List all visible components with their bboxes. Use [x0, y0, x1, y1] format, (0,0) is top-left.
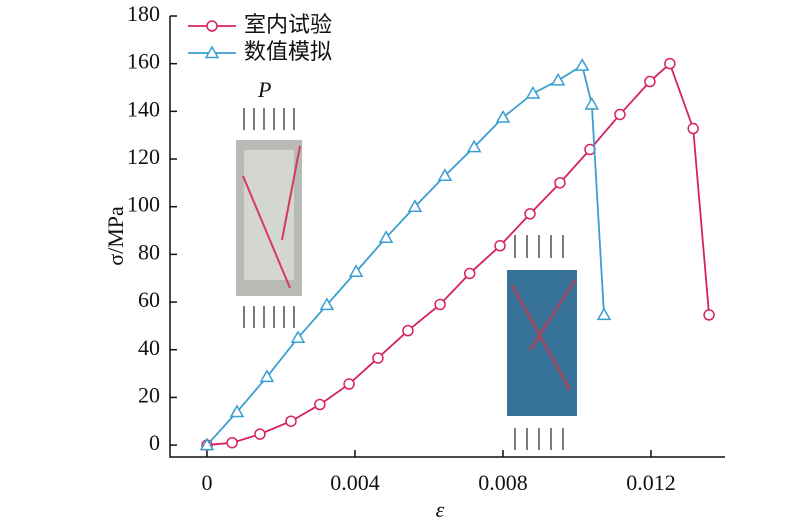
inset-photo	[236, 108, 302, 328]
marker	[494, 240, 506, 252]
y-tick-label: 60	[138, 287, 160, 312]
marker	[407, 199, 423, 212]
x-tick-label: 0.012	[626, 470, 676, 495]
marker	[554, 177, 566, 189]
marker	[687, 122, 699, 135]
y-tick-label: 20	[138, 382, 160, 407]
series-line	[206, 64, 605, 446]
x-tick-label: 0	[202, 470, 213, 495]
marker	[314, 398, 326, 411]
marker	[437, 168, 453, 181]
marker	[319, 297, 335, 311]
y-tick-label: 180	[127, 1, 160, 26]
legend-label: 室内试验	[244, 13, 332, 38]
y-tick-label: 160	[127, 49, 160, 74]
legend-marker	[204, 45, 220, 59]
axes	[169, 16, 725, 458]
marker	[463, 267, 476, 280]
y-tick-label: 0	[149, 430, 160, 455]
legend-label: 数值模拟	[244, 40, 332, 65]
marker	[254, 428, 266, 440]
marker	[524, 208, 536, 220]
y-tick-label: 140	[127, 96, 160, 121]
marker	[285, 415, 297, 427]
marker	[550, 72, 566, 86]
marker	[229, 404, 245, 418]
marker	[614, 108, 626, 121]
marker	[290, 330, 306, 344]
marker	[644, 75, 656, 88]
marker	[574, 58, 590, 71]
marker	[372, 352, 384, 364]
y-tick-label: 40	[138, 335, 160, 360]
x-tick-label: 0.004	[330, 470, 380, 495]
marker	[584, 96, 600, 110]
marker	[525, 85, 541, 99]
x-tick-label: 0.008	[478, 470, 528, 495]
x-axis-label: ε	[436, 497, 445, 522]
inset-simulation	[507, 235, 577, 450]
marker	[434, 298, 446, 311]
marker	[378, 230, 394, 243]
annotation: P	[257, 77, 271, 102]
y-axis-label: σ/MPa	[103, 206, 128, 266]
marker	[402, 324, 414, 337]
marker	[343, 378, 355, 390]
legend-marker	[206, 20, 218, 32]
y-tick-label: 100	[127, 192, 160, 217]
marker	[348, 264, 364, 278]
marker	[226, 436, 238, 449]
marker	[664, 57, 676, 70]
marker	[495, 110, 511, 123]
y-tick-label: 120	[127, 144, 160, 169]
marker	[703, 309, 715, 321]
marker	[259, 369, 275, 383]
marker	[466, 139, 482, 153]
marker	[199, 437, 215, 451]
y-tick-label: 80	[138, 239, 160, 264]
marker	[596, 307, 612, 321]
